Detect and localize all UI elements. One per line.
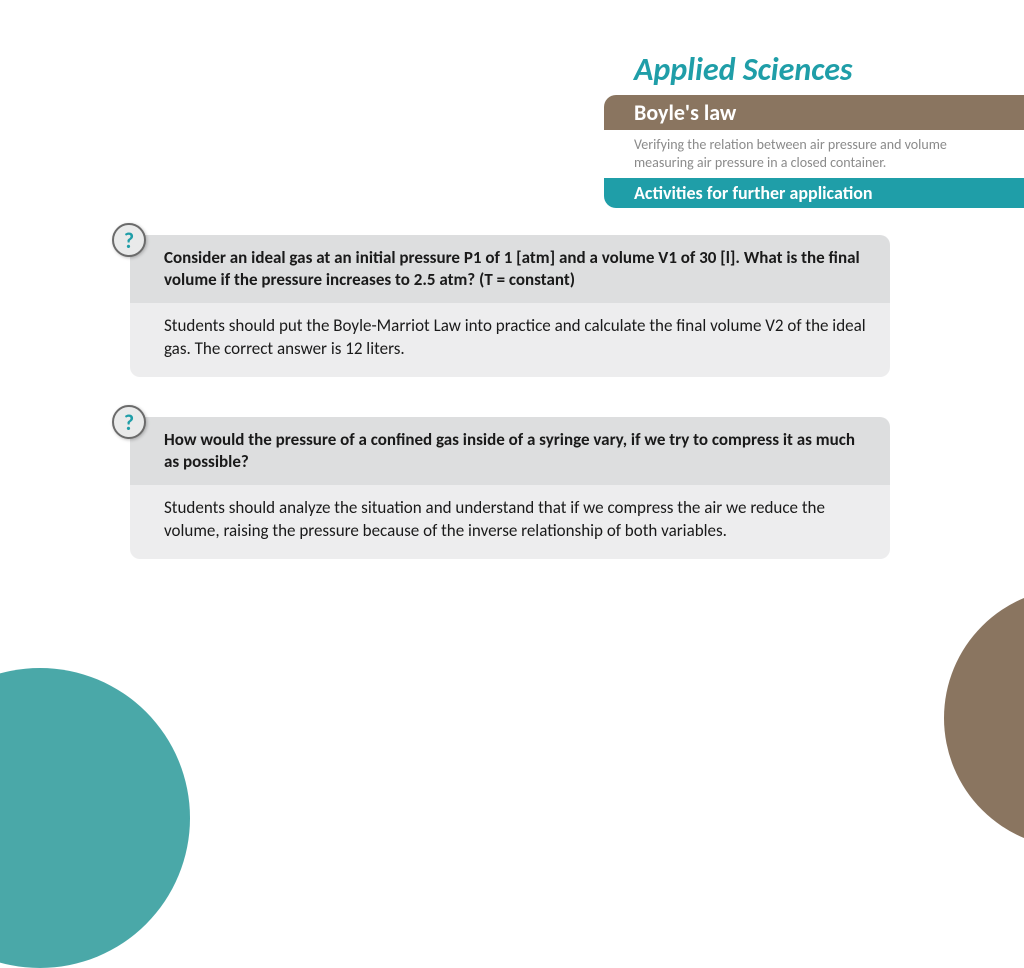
answer-text: Students should analyze the situation an…: [130, 485, 890, 559]
question-text: How would the pressure of a confined gas…: [130, 417, 890, 485]
answer-text: Students should put the Boyle-Marriot La…: [130, 303, 890, 377]
decorative-circle: [944, 588, 1024, 848]
topic-bar: Boyle's law: [604, 95, 1024, 130]
header: Applied Sciences Boyle's law Verifying t…: [604, 50, 1024, 208]
section-bar: Activities for further application: [604, 178, 1024, 208]
brand-title: Applied Sciences: [604, 50, 1024, 89]
question-text: Consider an ideal gas at an initial pres…: [130, 235, 890, 303]
question-mark-icon: ?: [112, 405, 146, 439]
qa-block: ? How would the pressure of a confined g…: [130, 417, 890, 559]
question-mark-icon: ?: [112, 223, 146, 257]
content-area: ? Consider an ideal gas at an initial pr…: [130, 235, 890, 599]
decorative-circle: [0, 668, 190, 968]
qa-block: ? Consider an ideal gas at an initial pr…: [130, 235, 890, 377]
subtitle-text: Verifying the relation between air press…: [604, 130, 1024, 178]
